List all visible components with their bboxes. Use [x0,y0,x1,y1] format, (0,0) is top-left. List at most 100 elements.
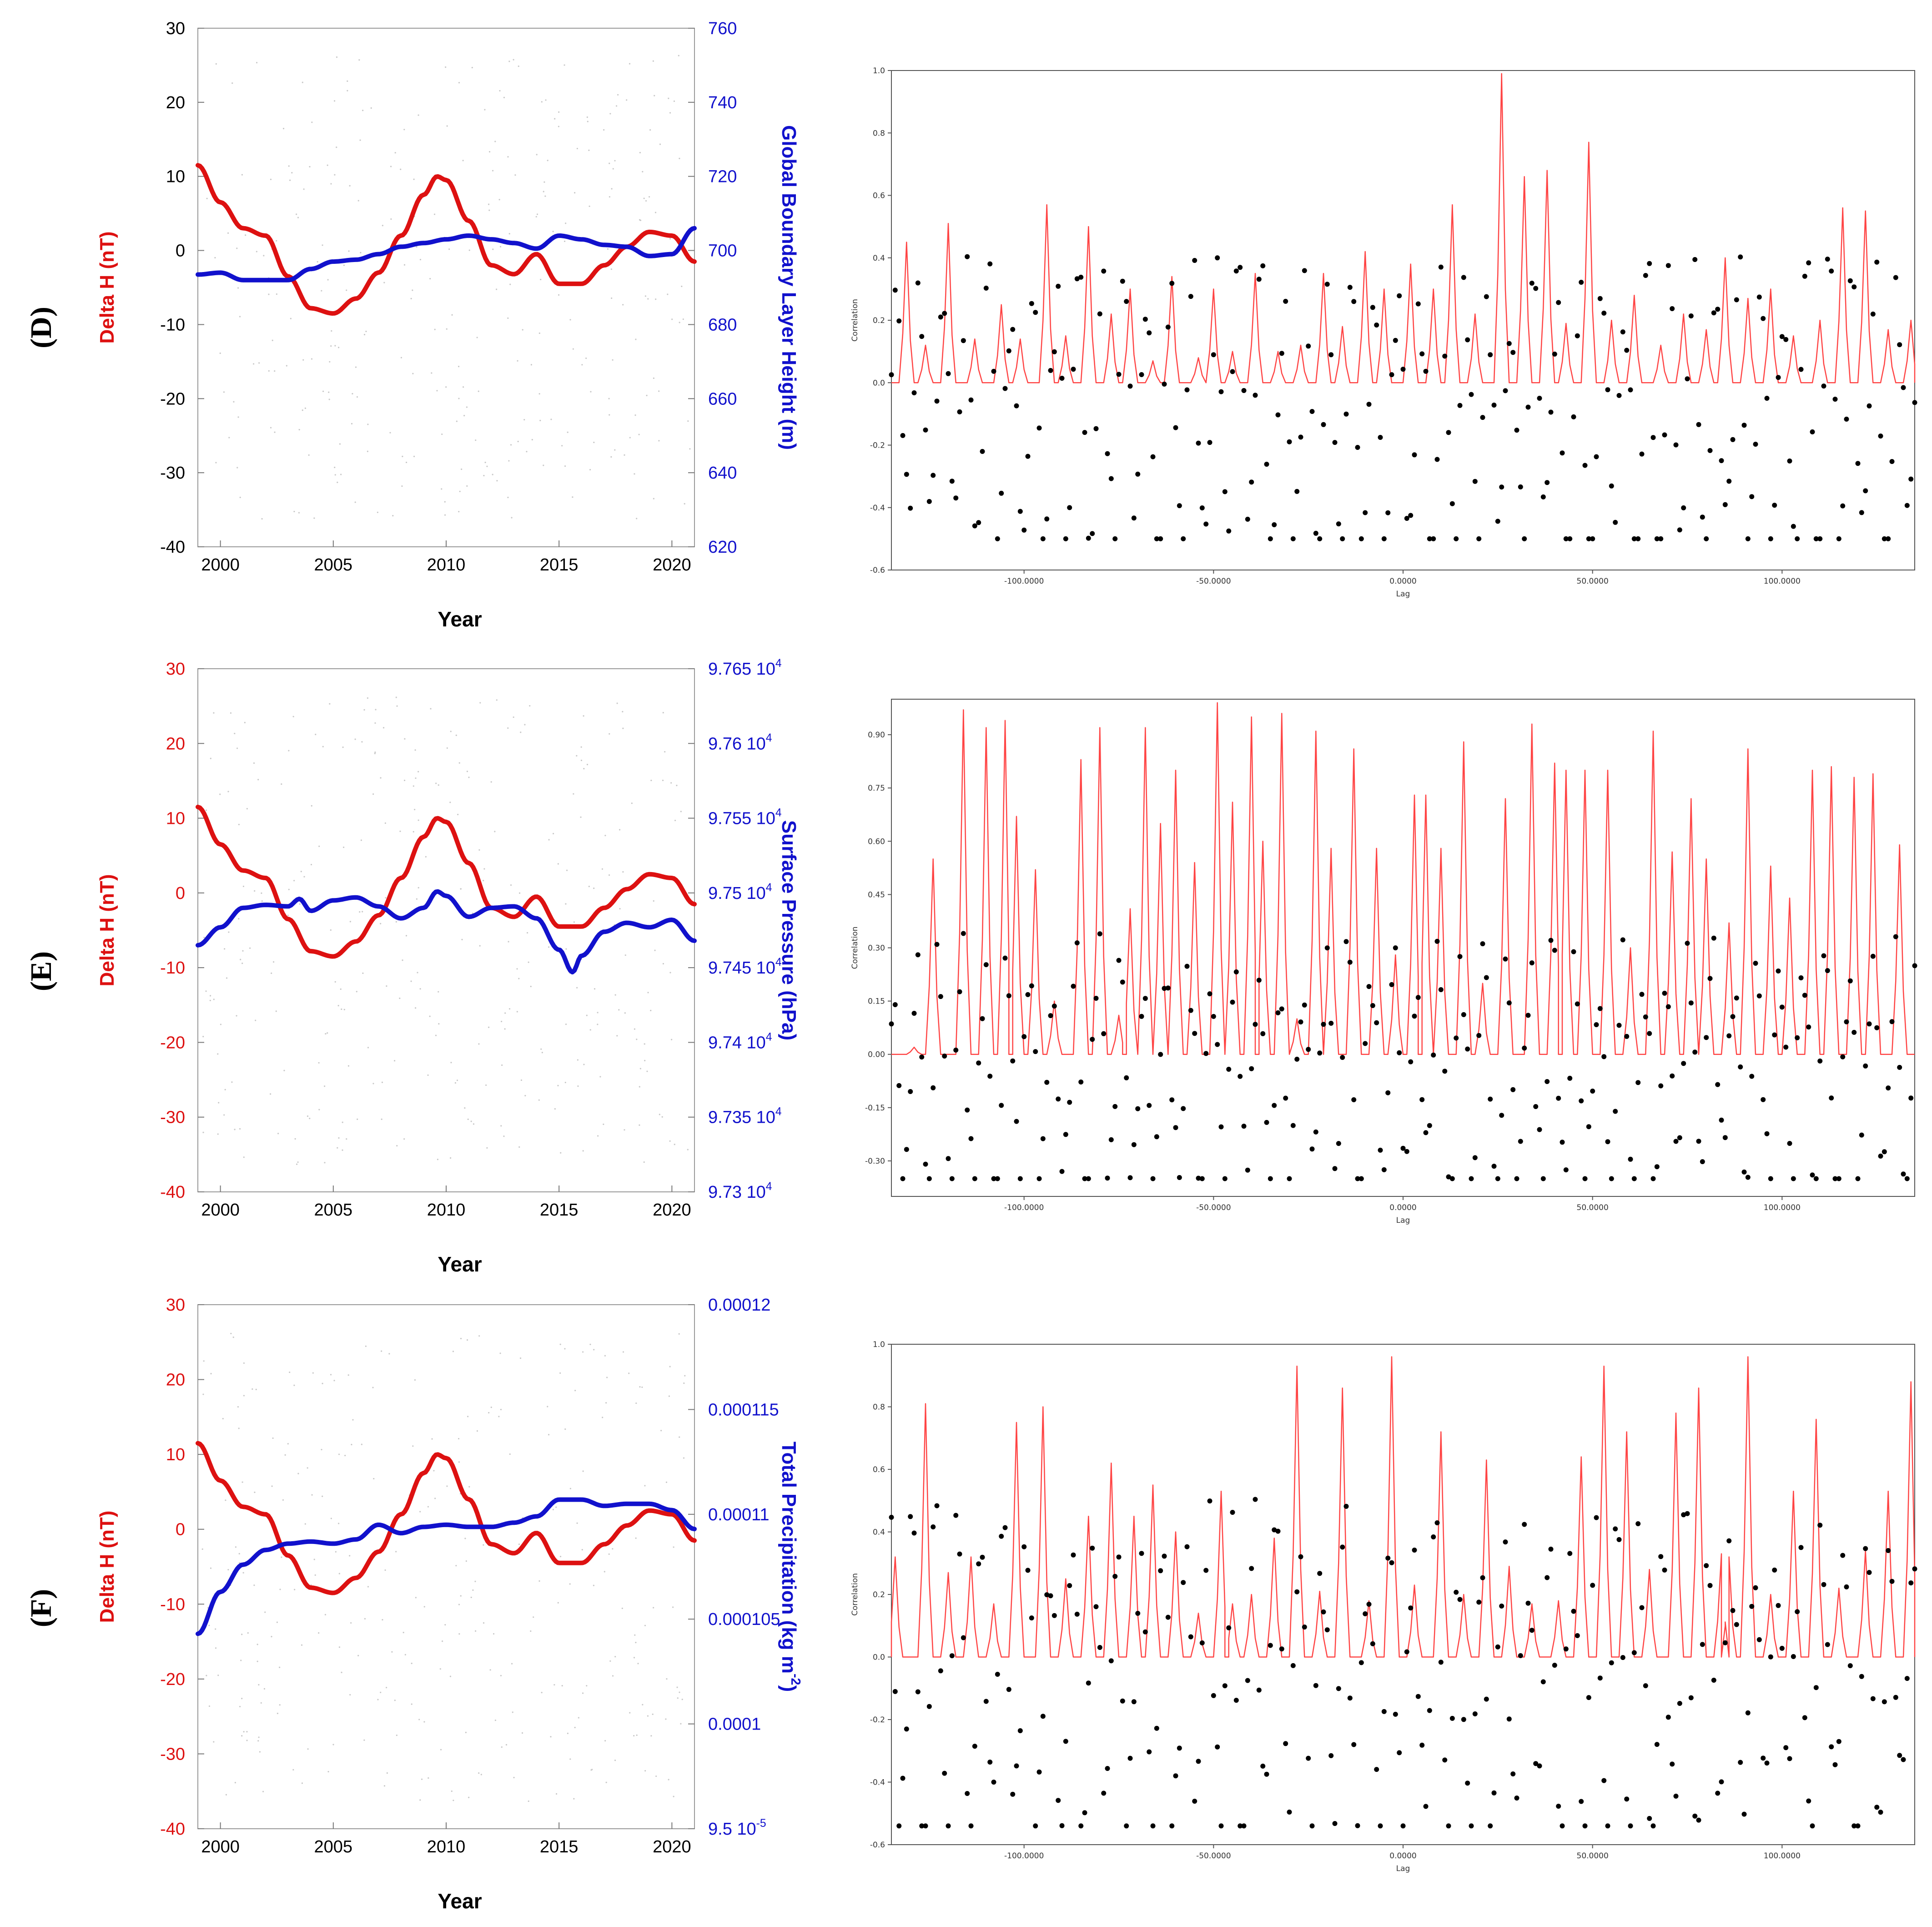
speckle-dot [270,427,272,429]
correlation-y-tick-label: -0.6 [870,1841,885,1850]
correlation-dot [1741,1811,1747,1817]
speckle-dot [458,398,460,399]
speckle-dot [555,1506,557,1508]
speckle-dot [557,1085,559,1087]
correlation-dot [1211,352,1216,358]
speckle-dot [288,750,290,752]
correlation-dot [1233,1698,1239,1703]
correlation-dot [1245,516,1250,522]
correlation-dot [1893,1695,1898,1700]
correlation-dot [1256,277,1262,282]
speckle-dot [304,407,307,409]
correlation-dot [1601,1054,1607,1059]
correlation-dot [1673,1139,1679,1144]
speckle-dot [674,819,676,822]
correlation-dot [1408,1059,1414,1064]
delta-h-series-line [196,163,697,316]
speckle-dot [564,1428,566,1430]
correlation-dot [1704,536,1709,541]
speckle-dot [419,258,422,261]
correlation-dot [1852,284,1857,290]
correlation-dot [1074,940,1080,946]
speckle-dot [338,1523,340,1524]
correlation-dot [1120,278,1125,284]
speckle-dot [403,1138,405,1140]
speckle-dot [242,950,244,952]
correlation-dot [1071,1552,1076,1558]
speckle-dot [231,82,233,84]
speckle-dot [508,460,510,462]
speckle-dot [538,1099,540,1101]
correlation-dot [1821,953,1826,958]
correlation-dot [1465,337,1470,343]
speckle-dot [569,1758,571,1760]
speckle-dot [536,213,538,215]
speckle-dot [243,1156,245,1158]
speckle-dot [352,1419,354,1421]
correlation-dot [1908,1580,1914,1586]
correlation-dot [1343,1503,1349,1509]
correlation-dot [1670,1073,1675,1079]
speckle-dot [478,1043,480,1045]
correlation-dot [1052,1613,1057,1618]
correlation-dot [892,1689,898,1694]
correlation-dot [1772,1567,1777,1573]
correlation-y-tick-label: 0.60 [868,837,885,846]
speckle-dot [374,752,376,753]
speckle-dot [293,510,295,513]
speckle-dot [377,511,378,513]
x-tick-label: 2010 [427,1837,466,1856]
speckle-dot [291,172,293,174]
speckle-dot [412,373,414,374]
speckle-dot [639,1068,641,1069]
speckle-dot [239,496,241,499]
speckle-dot [333,100,336,102]
speckle-dot [543,191,544,192]
speckle-dot [341,1008,342,1010]
correlation-dot [1056,1798,1061,1803]
correlation-dot [1207,1498,1213,1503]
correlation-dot [1692,1049,1698,1055]
speckle-dot [298,429,300,431]
speckle-dot [612,359,614,361]
speckle-dot [276,293,277,295]
speckle-dot [238,1553,240,1554]
speckle-dot [467,1118,469,1120]
speckle-dot [434,328,436,330]
speckle-dot [404,738,406,740]
speckle-dot [327,164,328,166]
correlation-dot [1476,536,1482,541]
correlation-dot [1514,428,1519,433]
speckle-dot [547,160,548,161]
speckle-dot [476,1430,478,1432]
correlation-dot [1696,1139,1701,1144]
correlation-x-tick-label: 50.0000 [1577,1851,1609,1861]
correlation-dot [915,280,921,286]
speckle-dot [299,903,301,905]
correlation-dot [1624,348,1630,353]
right-tick-label-main: 9.735 10 [708,1108,775,1127]
speckle-dot [526,451,528,453]
correlation-dot [1635,1521,1641,1526]
speckle-dot [687,1149,689,1150]
correlation-dot [1332,1166,1338,1171]
speckle-dot [232,1337,234,1338]
speckle-dot [676,1686,678,1688]
speckle-dot [441,433,443,435]
speckle-dot [403,264,406,266]
speckle-dot [334,345,336,347]
correlation-dot [1306,343,1311,349]
correlation-dot [976,520,981,525]
correlation-dot [1203,1051,1209,1056]
speckle-dot [234,732,236,735]
correlation-dot [1298,1554,1303,1559]
speckle-dot [263,1688,266,1690]
speckle-dot [405,935,408,937]
speckle-dot [461,468,463,470]
speckle-dot [593,888,595,889]
speckle-dot [367,450,368,452]
correlation-dot [1351,299,1357,304]
correlation-dot [1545,1575,1550,1580]
correlation-dot [1044,1080,1050,1085]
speckle-dot [648,196,650,198]
